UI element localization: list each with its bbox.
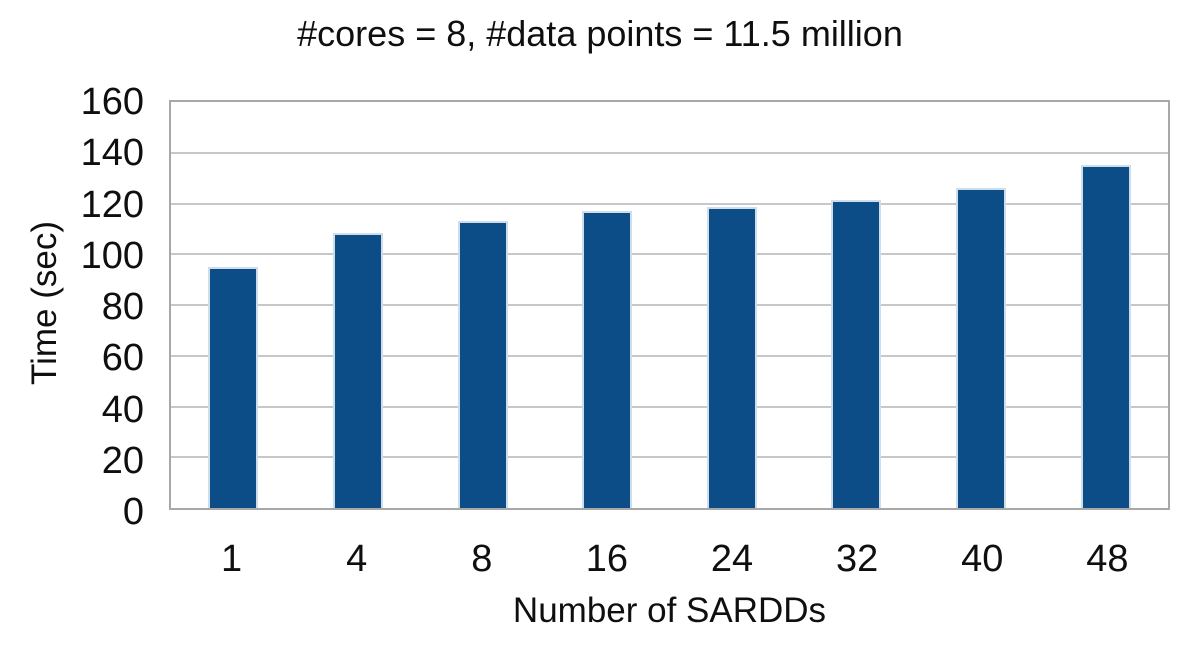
gridline-y-140 xyxy=(171,151,1168,154)
x-tick-label-40: 40 xyxy=(961,538,1004,580)
x-tick-label-48: 48 xyxy=(1086,538,1129,580)
y-tick-label-60: 60 xyxy=(101,337,144,380)
bar-sardd-8 xyxy=(457,221,508,508)
bar-sardd-4 xyxy=(332,232,383,508)
y-tick-label-100: 100 xyxy=(80,234,144,277)
gridline-y-40 xyxy=(171,405,1168,408)
y-tick-label-140: 140 xyxy=(80,132,144,175)
bar-sardd-32 xyxy=(831,199,882,508)
bar-sardd-16 xyxy=(582,211,633,508)
y-tick-label-80: 80 xyxy=(101,286,144,328)
x-tick-label-32: 32 xyxy=(836,538,879,580)
gridline-y-20 xyxy=(171,456,1168,459)
bar-sardd-48 xyxy=(1080,165,1131,508)
x-tick-label-16: 16 xyxy=(585,538,629,580)
y-axis-ticks: 0 20 40 60 80 100 120 140 160 xyxy=(0,83,144,531)
y-tick-label-20: 20 xyxy=(101,439,144,482)
chart-title: #cores = 8, #data points = 11.5 million xyxy=(297,13,903,54)
y-tick-label-120: 120 xyxy=(80,183,144,226)
gridline-y-100 xyxy=(171,253,1168,256)
y-tick-label-0: 0 xyxy=(122,491,144,533)
gridline-y-120 xyxy=(171,202,1168,205)
x-axis-title: Number of SARDDs xyxy=(512,591,827,630)
bars xyxy=(171,102,1168,508)
gridlines xyxy=(171,102,1168,508)
gridline-y-60 xyxy=(171,354,1168,357)
y-tick-label-40: 40 xyxy=(101,388,144,431)
bar-sardd-24 xyxy=(706,207,757,508)
x-tick-label-8: 8 xyxy=(471,538,493,580)
x-axis-ticks: 1 4 8 16 24 32 40 48 xyxy=(169,538,1170,580)
bar-sardd-40 xyxy=(956,188,1007,508)
x-tick-label-1: 1 xyxy=(220,538,243,580)
gridline-y-80 xyxy=(171,304,1168,306)
y-tick-label-160: 160 xyxy=(80,81,144,123)
plot-area xyxy=(169,100,1170,510)
x-tick-label-24: 24 xyxy=(710,538,754,580)
x-tick-label-4: 4 xyxy=(346,538,368,580)
bar-sardd-1 xyxy=(208,266,259,508)
